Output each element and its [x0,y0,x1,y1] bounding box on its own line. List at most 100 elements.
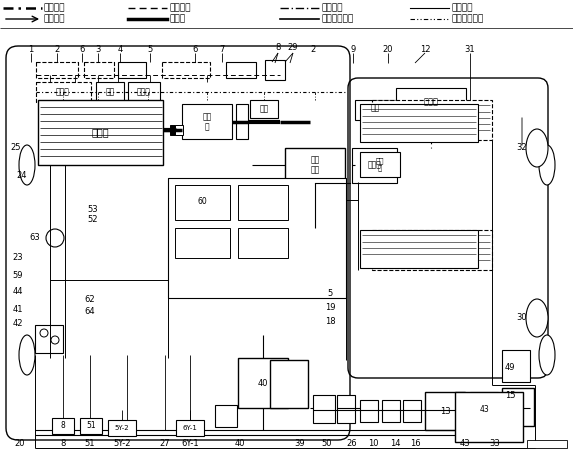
Text: 12: 12 [420,45,430,54]
Bar [96,82,124,102]
Bar [38,100,163,165]
Bar [270,360,308,408]
Text: 5Y-2: 5Y-2 [113,438,131,447]
Bar [170,125,178,135]
Text: 整流器: 整流器 [368,160,382,169]
Bar [360,230,478,268]
Bar [355,100,403,120]
Ellipse shape [539,335,555,375]
Text: 发动机: 发动机 [91,127,109,137]
Bar [175,125,183,135]
Text: 1: 1 [29,45,34,54]
Bar [502,388,534,426]
Text: 50: 50 [322,438,332,447]
Bar [455,392,523,442]
Text: 调节: 调节 [105,87,115,96]
Text: 燃料
电池: 燃料 电池 [311,155,320,175]
Text: 2: 2 [54,45,60,54]
Bar [108,420,136,436]
Text: 整流
器: 整流 器 [376,157,384,171]
Bar [360,104,478,142]
Bar [372,230,492,270]
Text: 蓄电池: 蓄电池 [56,87,70,96]
Text: 63: 63 [30,234,40,243]
Ellipse shape [19,145,35,185]
Text: 通信线路: 通信线路 [44,15,65,24]
Bar [372,100,492,140]
Bar [176,420,204,436]
Text: 23: 23 [13,253,23,262]
Bar [175,185,230,220]
Bar [236,104,248,139]
Text: 13: 13 [439,406,450,415]
Text: 14: 14 [390,438,401,447]
Text: 33: 33 [489,438,500,447]
Text: 6Y-1: 6Y-1 [183,425,198,431]
Bar [403,400,421,422]
Text: 19: 19 [325,303,335,312]
Bar [337,395,355,423]
Text: 燃料: 燃料 [370,103,380,112]
Bar [285,148,345,183]
Text: 变速
箱: 变速 箱 [202,112,211,132]
Text: 29: 29 [288,43,299,52]
Ellipse shape [526,299,548,337]
Ellipse shape [526,129,548,167]
Text: 储氢罐: 储氢罐 [423,98,438,107]
Text: 39: 39 [295,438,305,447]
Text: 43: 43 [480,405,490,414]
Bar [265,60,285,80]
Text: 49: 49 [505,362,515,371]
Text: 5: 5 [327,288,332,297]
Text: 32: 32 [517,143,527,152]
Text: 64: 64 [85,307,95,317]
Text: 控制器: 控制器 [137,87,151,96]
Text: 31: 31 [465,45,476,54]
Bar [168,178,346,298]
Text: 7: 7 [219,45,225,54]
Text: 冷却氢气管线: 冷却氢气管线 [321,15,353,24]
Text: 40: 40 [235,438,245,447]
Bar [352,148,397,183]
Ellipse shape [51,336,59,344]
Text: 62: 62 [85,295,95,304]
Bar [360,152,400,177]
Text: 空气管线: 空气管线 [451,3,473,12]
Bar [80,418,102,434]
Bar [238,185,288,220]
Text: 2: 2 [311,45,316,54]
Text: 控制线路: 控制线路 [44,3,65,12]
Bar [35,325,63,353]
Text: 24: 24 [17,170,28,179]
Text: 5Y-2: 5Y-2 [115,425,129,431]
Text: 8: 8 [61,421,65,430]
Bar [162,62,210,78]
Bar [215,405,237,427]
Ellipse shape [46,229,64,247]
Bar [175,228,230,258]
Text: 59: 59 [13,270,23,279]
Text: 3: 3 [95,45,101,54]
Text: 传动轴: 传动轴 [169,15,185,24]
Text: 42: 42 [13,319,23,328]
Bar [396,88,466,116]
Bar [118,62,146,78]
Text: 25: 25 [11,143,21,152]
Text: 10: 10 [368,438,378,447]
Text: 18: 18 [325,318,335,327]
Bar [250,100,278,118]
Text: 电力线路: 电力线路 [169,3,190,12]
Ellipse shape [40,329,48,337]
Text: 5: 5 [147,45,152,54]
Text: 27: 27 [160,438,170,447]
Bar [128,82,160,102]
Text: 6: 6 [79,45,85,54]
Bar [313,395,335,423]
Bar [36,62,78,78]
Ellipse shape [19,335,35,375]
Bar [527,440,567,448]
Bar [238,228,288,258]
Text: 41: 41 [13,305,23,314]
Text: 6Y-1: 6Y-1 [181,438,199,447]
Text: 51: 51 [85,438,95,447]
